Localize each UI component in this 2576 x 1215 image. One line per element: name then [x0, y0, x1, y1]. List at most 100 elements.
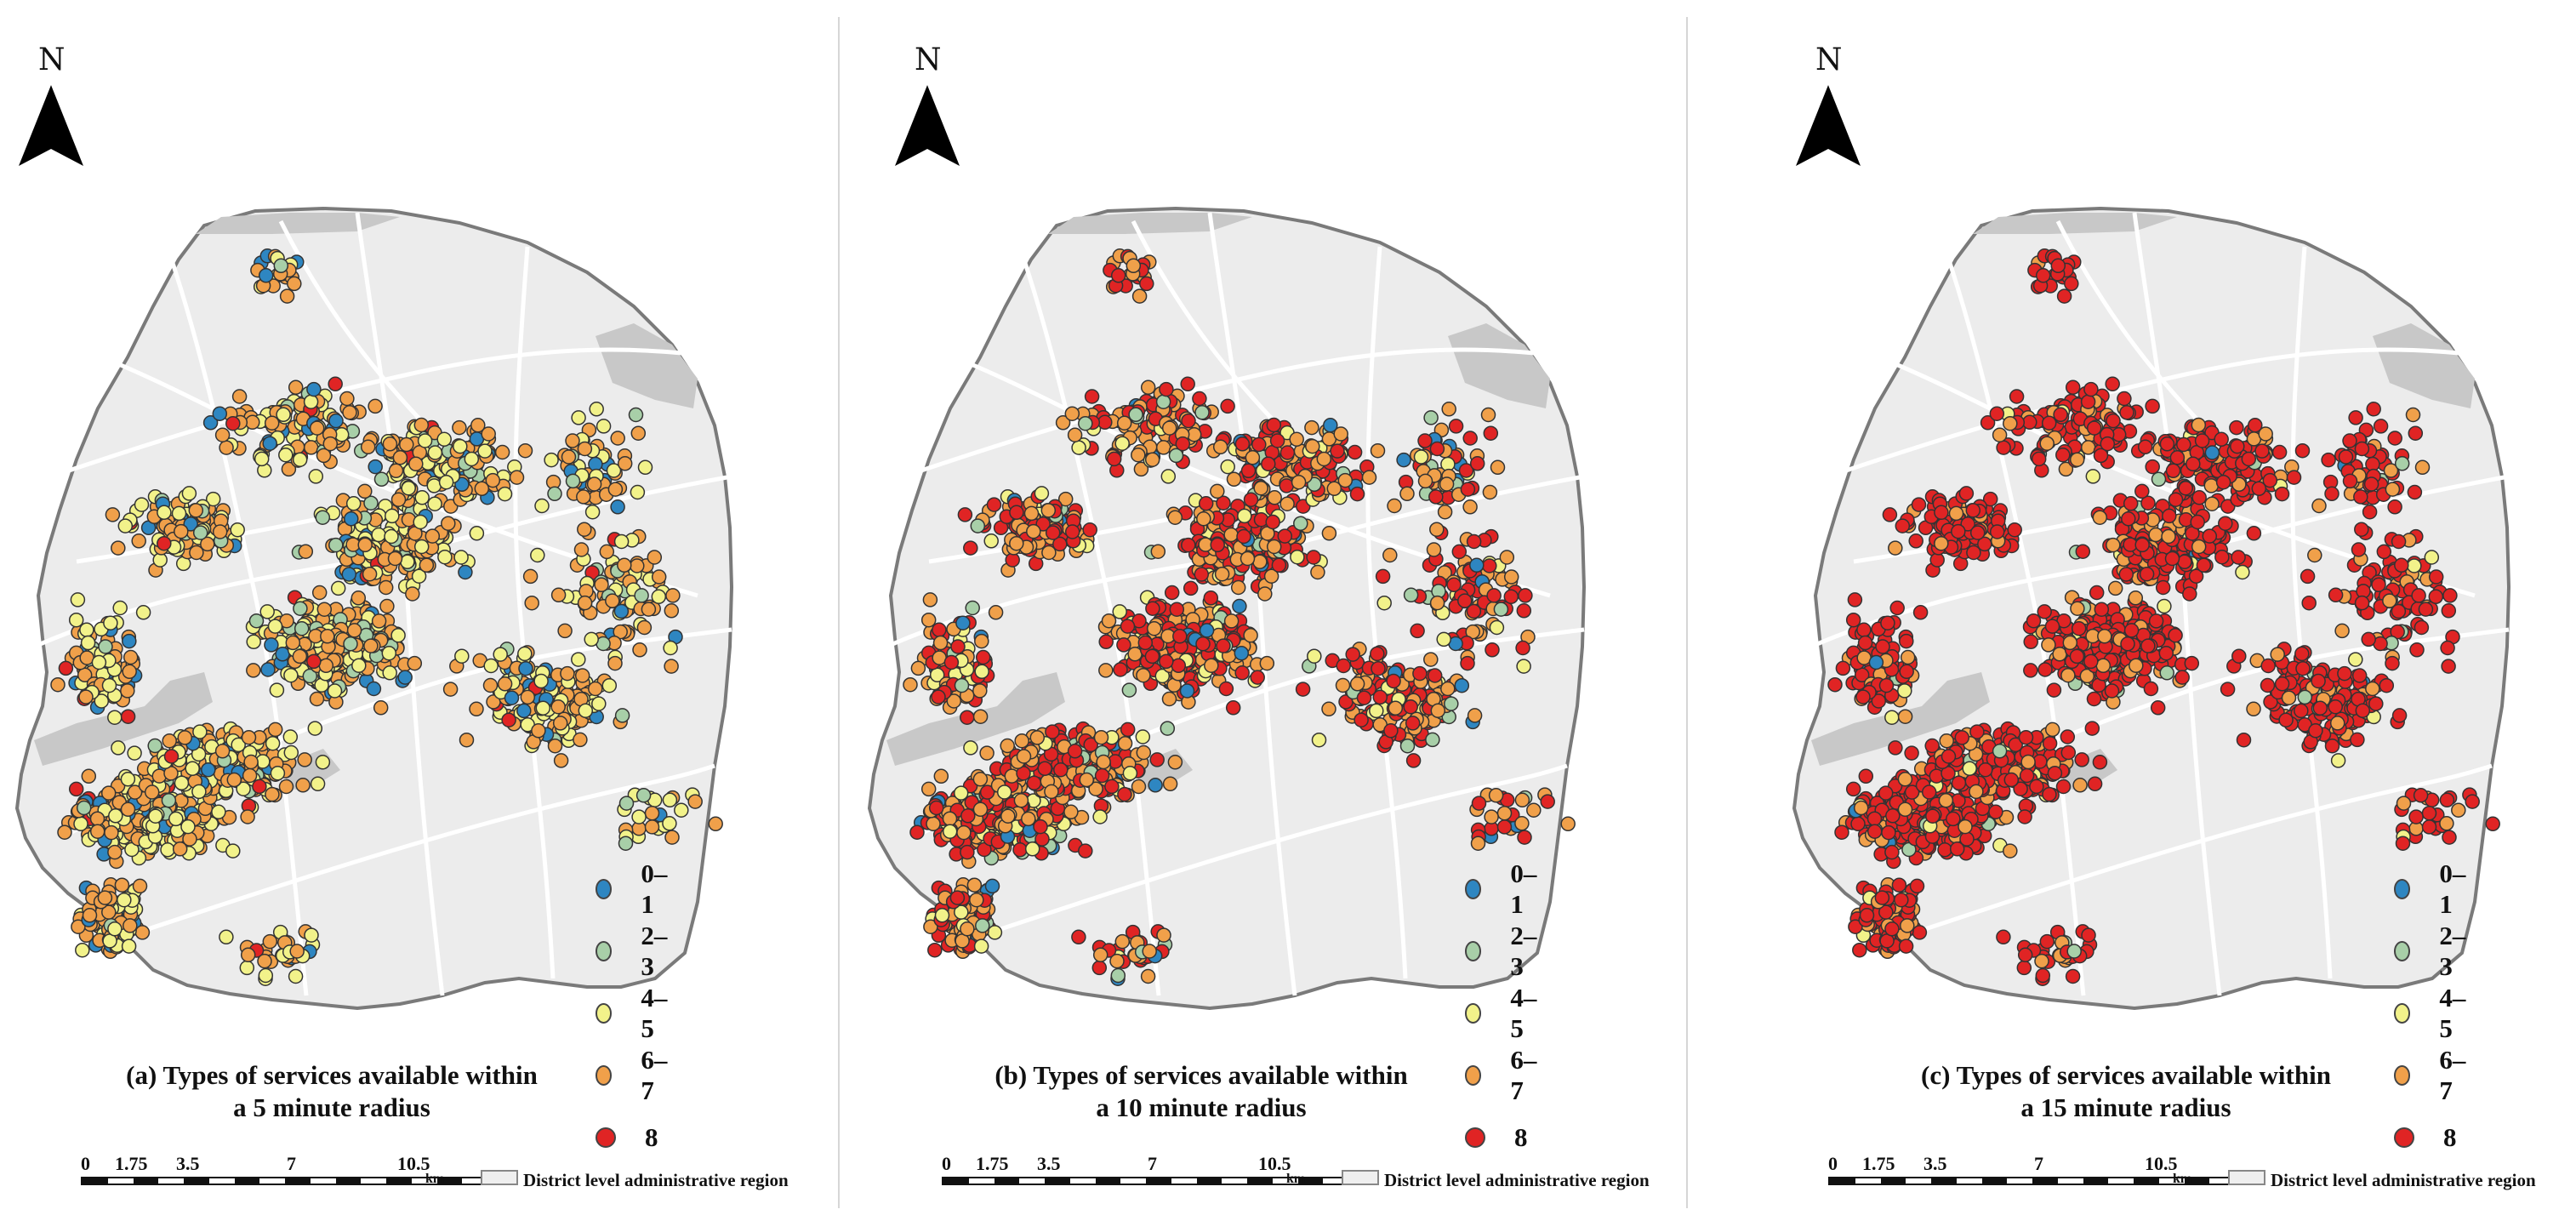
service-point	[1514, 792, 1530, 808]
service-point	[481, 426, 496, 442]
service-point	[1146, 620, 1162, 636]
service-point	[294, 620, 310, 636]
service-point	[236, 781, 251, 796]
service-point	[1489, 619, 1505, 636]
service-point	[1470, 836, 1486, 851]
service-point	[1908, 533, 1923, 549]
service-point	[1410, 623, 1425, 639]
service-point	[1117, 735, 1133, 751]
service-point	[2168, 627, 2183, 643]
service-point	[309, 691, 325, 707]
service-point	[134, 925, 151, 940]
legend-item: 0–1	[596, 858, 671, 919]
service-point	[1092, 947, 1108, 963]
road	[1207, 212, 1297, 996]
legend-swatch	[1465, 941, 1482, 961]
service-point	[2060, 744, 2077, 761]
service-point	[1496, 805, 1513, 821]
service-point	[2070, 601, 2085, 616]
service-point	[303, 394, 319, 409]
service-point	[100, 785, 117, 801]
service-point	[1145, 601, 1160, 616]
service-point	[1337, 472, 1354, 488]
service-point	[1162, 776, 1178, 792]
scale-tick-label: 3.5	[1037, 1153, 1061, 1174]
service-point	[520, 689, 536, 705]
service-point	[174, 523, 189, 539]
north-label-b: N	[915, 43, 942, 77]
service-point	[373, 700, 389, 716]
service-point	[1279, 445, 1296, 460]
service-point	[1277, 528, 1293, 544]
service-point	[425, 528, 441, 544]
service-point	[972, 801, 989, 818]
scale-tick-label: 1.75	[115, 1153, 148, 1174]
service-point	[1428, 489, 1444, 505]
service-point	[589, 402, 604, 417]
service-point	[1082, 522, 1097, 538]
road	[954, 355, 1551, 598]
service-point	[1096, 754, 1111, 770]
road	[278, 220, 444, 444]
service-point	[1466, 603, 1482, 619]
service-point	[1874, 890, 1890, 905]
service-point	[596, 419, 612, 434]
north-arrow-icon	[895, 85, 960, 166]
road	[168, 254, 309, 996]
service-point	[1172, 629, 1188, 644]
service-point	[557, 623, 573, 639]
service-point	[147, 738, 162, 754]
service-point	[157, 505, 172, 521]
service-point	[1220, 398, 1235, 414]
service-point	[1198, 496, 1214, 511]
service-point	[630, 425, 647, 441]
service-point	[1216, 638, 1231, 653]
service-point	[2120, 636, 2135, 652]
road	[127, 763, 715, 938]
service-point	[1250, 670, 1265, 685]
service-point	[1112, 604, 1127, 619]
service-point	[267, 619, 283, 634]
service-point	[1349, 676, 1365, 692]
service-point	[101, 677, 117, 693]
service-point	[2094, 602, 2110, 617]
service-point	[1304, 419, 1319, 436]
service-point	[1310, 564, 1325, 580]
service-point	[2139, 566, 2155, 582]
service-point	[651, 589, 667, 605]
service-point	[50, 676, 66, 693]
service-point	[1330, 443, 1345, 459]
service-point	[1064, 524, 1080, 539]
scale-tick-label: 0	[942, 1153, 951, 1174]
service-point	[584, 631, 599, 647]
service-point	[1078, 843, 1093, 858]
service-point	[111, 740, 126, 756]
service-point	[1117, 786, 1132, 802]
service-point	[82, 908, 98, 923]
service-point	[287, 276, 302, 292]
service-point	[1159, 653, 1174, 670]
legend-item: 2–3	[1465, 921, 1541, 981]
service-point	[2196, 557, 2212, 573]
scale-tick-label: 7	[287, 1153, 296, 1174]
service-point	[114, 877, 130, 893]
service-point	[533, 673, 549, 689]
service-point	[120, 683, 135, 699]
legend-label: 2–3	[641, 921, 668, 981]
service-point	[2055, 779, 2072, 795]
service-point	[183, 516, 198, 532]
service-point	[2084, 721, 2100, 736]
north-arrow-icon	[19, 85, 83, 166]
service-point	[177, 730, 193, 745]
service-point	[1116, 415, 1132, 431]
service-point	[417, 433, 433, 448]
service-point	[1092, 809, 1108, 824]
service-point	[453, 438, 468, 454]
legend-label: 4–5	[1510, 983, 1537, 1043]
service-point	[1291, 474, 1307, 490]
service-point	[1253, 480, 1268, 496]
service-point	[631, 809, 647, 824]
service-point	[1884, 844, 1900, 860]
service-point	[68, 612, 84, 628]
service-point	[1939, 733, 1954, 749]
